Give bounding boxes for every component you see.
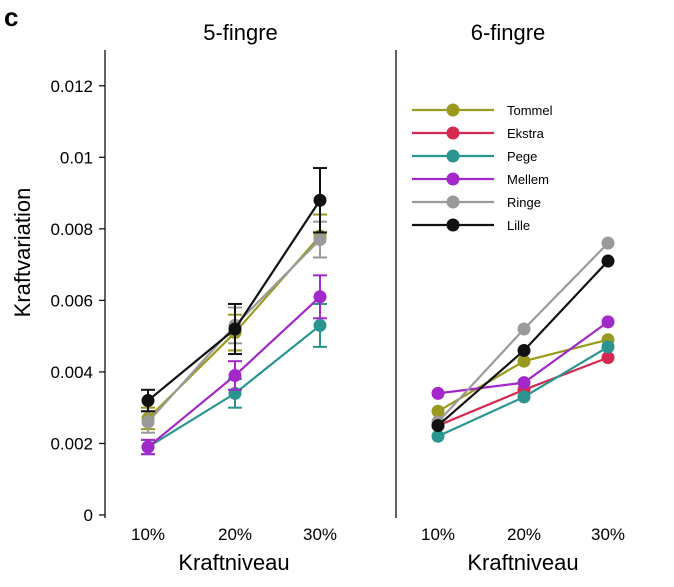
legend-label-ekstra: Ekstra [507, 126, 545, 141]
legend-label-lille: Lille [507, 218, 530, 233]
data-point-ringe [141, 415, 155, 429]
data-point-pege [313, 318, 327, 332]
legend: Tommel Ekstra Pege Mellem Ringe Lille [412, 103, 553, 233]
y-tick-label: 0.008 [50, 220, 93, 239]
legend-label-tommel: Tommel [507, 103, 553, 118]
data-point-mellem [601, 315, 615, 329]
legend-marker-tommel [446, 103, 460, 117]
y-tick-label: 0 [84, 506, 93, 525]
panel-5-fingre: 5-fingre 0 0.002 0.004 0.006 0.008 0.01 0.012 10… [10, 20, 337, 575]
panel-title: 6-fingre [471, 20, 546, 45]
data-point-lille [228, 322, 242, 336]
series-pege [431, 340, 615, 443]
x-tick-label: 10% [421, 525, 455, 544]
data-point-pege [431, 429, 445, 443]
x-tick-label: 30% [303, 525, 337, 544]
data-point-pege [601, 340, 615, 354]
y-tick-label: 0.012 [50, 77, 93, 96]
x-tick-label: 30% [591, 525, 625, 544]
data-point-ringe [517, 322, 531, 336]
data-point-tommel [517, 354, 531, 368]
series-mellem [141, 274, 327, 456]
legend-label-pege: Pege [507, 149, 537, 164]
series-tommel [431, 333, 615, 418]
y-tick-label: 0.002 [50, 434, 93, 453]
data-point-lille [517, 343, 531, 357]
legend-marker-mellem [446, 172, 460, 186]
legend-marker-ringe [446, 195, 460, 209]
data-point-mellem [517, 376, 531, 390]
data-point-ekstra [601, 351, 615, 365]
x-axis-title: Kraftniveau [467, 550, 578, 575]
y-tick-label: 0.006 [50, 291, 93, 310]
series-lille [431, 254, 615, 433]
panel-letter: c [4, 2, 18, 32]
y-tick-label: 0.01 [60, 148, 93, 167]
legend-marker-pege [446, 149, 460, 163]
panel-6-fingre: 6-fingre 10% 20% 30% Kraftniveau Tommel Ekstra… [395, 20, 625, 575]
data-point-lille [431, 419, 445, 433]
y-tick-label: 0.004 [50, 363, 93, 382]
legend-marker-ekstra [446, 126, 460, 140]
legend-marker-lille [446, 218, 460, 232]
data-point-mellem [313, 290, 327, 304]
legend-label-ringe: Ringe [507, 195, 541, 210]
data-point-lille [601, 254, 615, 268]
x-tick-label: 20% [507, 525, 541, 544]
data-point-ringe [601, 236, 615, 250]
data-point-mellem [431, 386, 445, 400]
x-tick-label: 20% [218, 525, 252, 544]
x-axis-title: Kraftniveau [178, 550, 289, 575]
y-axis-title: Kraftvariation [10, 188, 35, 318]
data-point-lille [141, 394, 155, 408]
data-point-mellem [141, 440, 155, 454]
data-point-mellem [228, 369, 242, 382]
legend-label-mellem: Mellem [507, 172, 549, 187]
data-point-pege [517, 390, 531, 404]
series-lille [141, 167, 327, 413]
panel-title: 5-fingre [203, 20, 278, 45]
data-point-lille [313, 193, 327, 207]
data-point-tommel [431, 404, 445, 418]
x-tick-label: 10% [131, 525, 165, 544]
data-point-ringe [313, 233, 327, 247]
